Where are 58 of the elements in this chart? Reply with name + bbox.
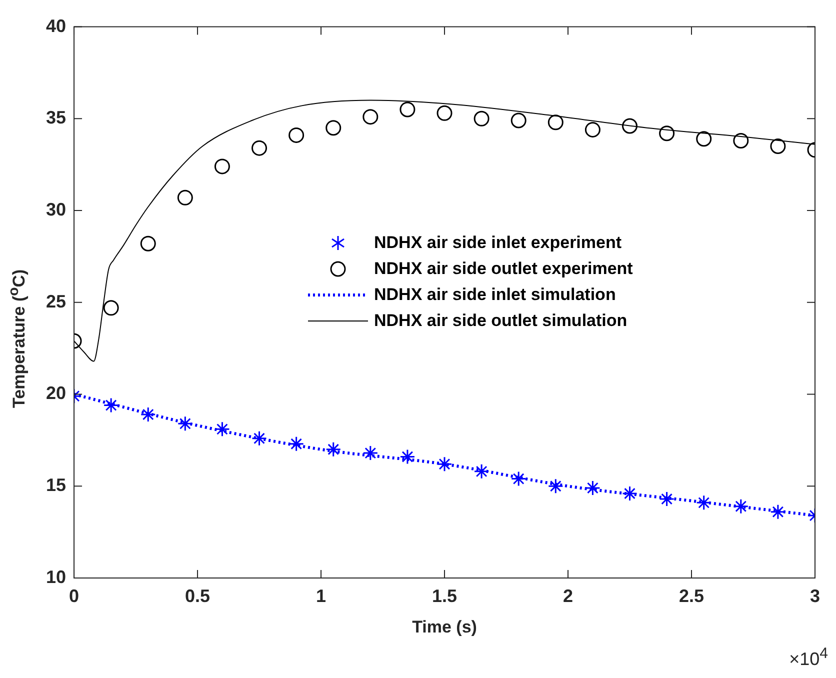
point (177, 416, 193, 432)
point (400, 448, 416, 464)
point (622, 118, 638, 134)
point (288, 436, 304, 452)
point (696, 494, 712, 510)
point (252, 430, 268, 446)
point (584, 480, 600, 496)
point (326, 120, 342, 136)
point (548, 114, 564, 130)
x-tick-label: 0 (69, 586, 80, 606)
point (584, 122, 600, 138)
x-tick-label: 1.5 (432, 586, 458, 606)
y-tick-label: 40 (46, 16, 66, 36)
point (362, 445, 378, 461)
x-tick-label: 0.5 (185, 586, 210, 606)
y-tick-label: 25 (46, 291, 66, 312)
point (474, 110, 490, 126)
point (326, 442, 342, 458)
point (548, 478, 564, 494)
point (436, 105, 452, 121)
point (362, 109, 378, 125)
legend-label: NDHX air side outlet simulation (374, 311, 628, 331)
point (103, 398, 119, 414)
point (696, 131, 712, 147)
point (733, 498, 749, 514)
point (140, 236, 156, 252)
text: ×10$^{4}$ (789, 645, 828, 670)
y-tick-label: 10 (46, 566, 66, 587)
point (252, 140, 268, 156)
point (177, 190, 193, 206)
legend-label: NDHX air side inlet experiment (374, 233, 622, 253)
point (103, 300, 119, 316)
x-tick-label: 2.5 (678, 586, 704, 606)
point (288, 127, 304, 143)
point (214, 158, 230, 174)
legend-label: NDHX air side inlet simulation (374, 285, 616, 305)
line-series (74, 100, 815, 362)
y-tick-label: 20 (46, 383, 66, 404)
point (214, 421, 230, 437)
y-tick-label: 35 (46, 108, 66, 128)
point (474, 464, 490, 480)
point (510, 112, 526, 128)
x-tick-label: 1 (316, 586, 326, 606)
point (659, 126, 675, 142)
point (140, 406, 156, 422)
y-tick-label: 15 (46, 475, 66, 496)
x-tick-label: 2 (562, 586, 574, 606)
point (770, 138, 786, 154)
point (659, 491, 675, 507)
point (622, 486, 638, 502)
x-axis-title: Time (s) (412, 617, 477, 636)
point (400, 102, 416, 118)
y-tick-label: 30 (46, 200, 66, 220)
point (733, 132, 749, 148)
point (436, 456, 452, 472)
legend-label: NDHX air side outlet experiment (374, 259, 633, 279)
x-tick-label: 3 (810, 586, 820, 606)
point (510, 471, 526, 487)
